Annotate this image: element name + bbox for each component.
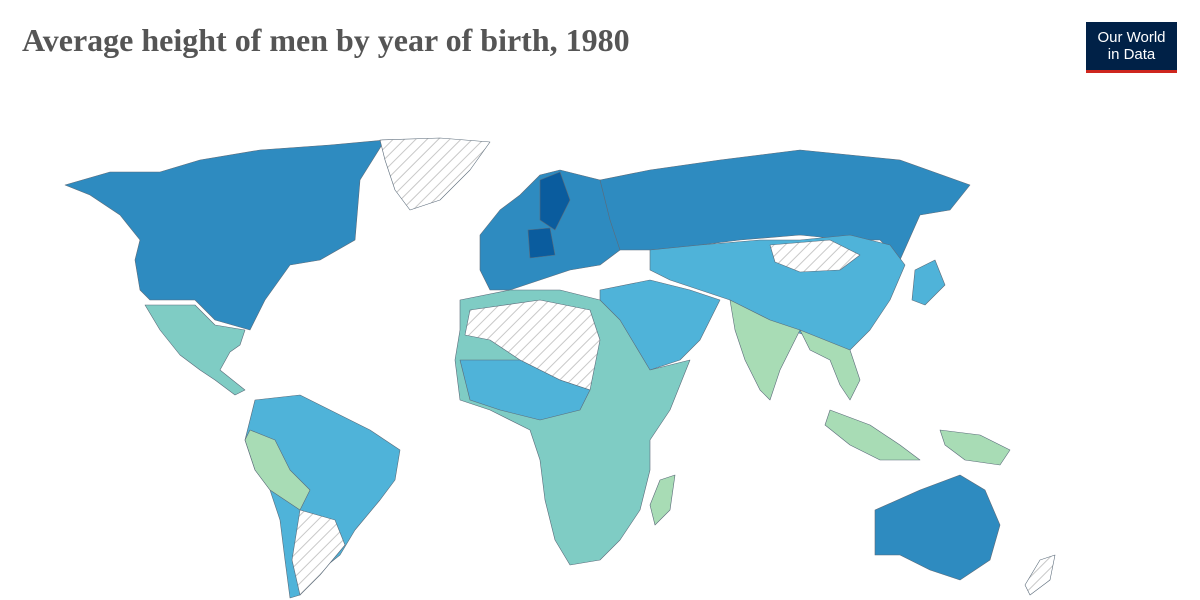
central-america (144, 304, 246, 396)
greenland (379, 137, 491, 211)
southern-cone (291, 509, 346, 596)
north-america (64, 139, 386, 331)
new-guinea (939, 429, 1011, 466)
map-title: Average height of men by year of birth, … (22, 22, 630, 58)
andes (244, 429, 311, 511)
india (729, 299, 801, 401)
madagascar (649, 474, 676, 526)
logo-line: in Data (1107, 46, 1156, 63)
southeast-asia (799, 329, 861, 401)
new-zealand (1024, 554, 1056, 596)
west-africa (459, 359, 591, 421)
countries (64, 137, 1056, 599)
japan (911, 259, 946, 306)
africa (454, 289, 691, 566)
sweden (539, 171, 571, 231)
logo-line: Our World (1097, 29, 1166, 46)
australia (874, 474, 1001, 581)
germany (527, 227, 556, 259)
indonesia (824, 409, 921, 461)
logo[interactable]: Our World in Data (1086, 22, 1177, 73)
mongolia (769, 239, 861, 273)
